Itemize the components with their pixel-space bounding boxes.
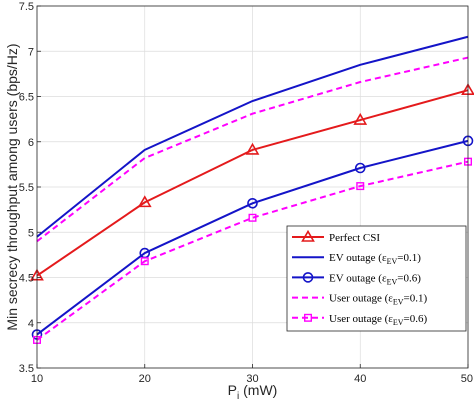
x-tick-label: 50 bbox=[461, 373, 473, 385]
x-tick-label: 30 bbox=[246, 373, 258, 385]
x-axis-label-main: P bbox=[228, 382, 237, 398]
y-tick-label: 5.5 bbox=[19, 182, 34, 194]
legend-label: EV outage (εEV=0.6) bbox=[329, 272, 421, 286]
series-line bbox=[36, 56, 469, 243]
legend-marker bbox=[302, 272, 314, 283]
x-axis-label: Pi (mW) bbox=[228, 382, 278, 402]
data-point bbox=[354, 162, 366, 174]
series-line bbox=[36, 89, 469, 277]
data-point bbox=[245, 142, 260, 155]
series-2 bbox=[36, 35, 469, 238]
y-tick-label: 7 bbox=[28, 46, 34, 58]
data-point bbox=[356, 182, 365, 191]
x-axis-label-unit: (mW) bbox=[239, 382, 277, 398]
legend-label: EV outage (εEV=0.1) bbox=[329, 252, 421, 266]
x-axis-label-sub: i bbox=[237, 391, 239, 402]
legend-entry: User outage (εEV=0.6) bbox=[292, 313, 428, 327]
legend-label: Perfect CSI bbox=[329, 232, 380, 244]
data-point bbox=[137, 195, 152, 208]
x-tick-label: 20 bbox=[139, 373, 151, 385]
data-point bbox=[140, 257, 149, 266]
y-tick-label: 5 bbox=[28, 227, 34, 239]
legend-entry: Perfect CSI bbox=[292, 229, 380, 244]
y-tick-label: 7.5 bbox=[19, 1, 34, 13]
data-point bbox=[247, 197, 258, 209]
y-tick-label: 6 bbox=[28, 137, 34, 149]
legend-label: User outage (εEV=0.6) bbox=[329, 313, 428, 327]
data-point bbox=[248, 213, 257, 222]
legend-entry: EV outage (εEV=0.6) bbox=[292, 272, 421, 286]
legend-marker bbox=[301, 229, 315, 242]
x-tick-label: 40 bbox=[354, 373, 366, 385]
legend-label: User outage (εEV=0.1) bbox=[329, 293, 428, 307]
series-4 bbox=[36, 56, 469, 243]
series-line bbox=[36, 35, 469, 238]
legend-entry: EV outage (εEV=0.1) bbox=[292, 252, 421, 266]
y-tick-label: 3.5 bbox=[19, 363, 34, 375]
legend-marker bbox=[304, 313, 313, 322]
legend-entry: User outage (εEV=0.1) bbox=[292, 293, 428, 307]
y-tick-label: 4 bbox=[28, 318, 34, 330]
y-axis-label: Min secrecy throughput among users (bps/… bbox=[4, 43, 20, 330]
legend-box bbox=[286, 225, 467, 332]
y-tick-label: 4.5 bbox=[19, 273, 34, 285]
legend: Perfect CSI EV outage (εEV=0.1) EV outage … bbox=[286, 225, 467, 332]
series-line bbox=[36, 139, 469, 336]
data-point bbox=[353, 112, 368, 125]
y-tick-label: 6.5 bbox=[19, 92, 34, 104]
x-tick-label: 10 bbox=[31, 373, 43, 385]
ticks: 3.5 4 4.5 5 5.5 6 6.5 7 7.5 10 20 30 40 50 bbox=[19, 1, 473, 385]
